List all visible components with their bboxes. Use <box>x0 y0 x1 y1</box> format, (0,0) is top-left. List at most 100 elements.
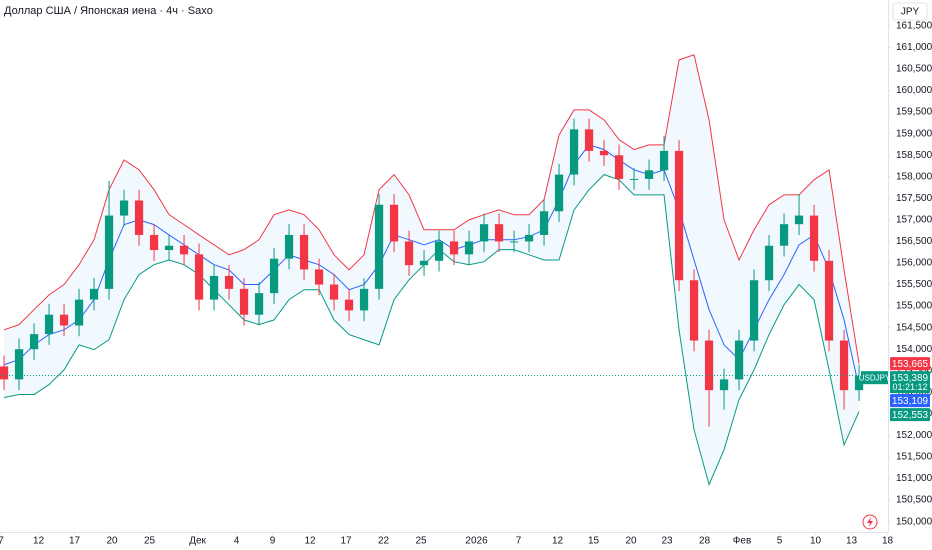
y-tick-label: 150,500 <box>896 495 932 506</box>
price-tag <box>890 371 930 394</box>
band-lower <box>3 174 860 487</box>
x-tick-label: 7 <box>516 536 522 547</box>
candle-body <box>419 260 429 266</box>
candle-body <box>314 269 324 285</box>
candle-body <box>599 150 609 156</box>
icon-bolt[interactable] <box>867 517 873 527</box>
candle-body <box>74 299 84 326</box>
y-tick-label: 151,500 <box>896 452 932 463</box>
candle-body <box>629 178 639 180</box>
lightning-icon[interactable] <box>862 514 878 530</box>
x-tick-label: 12 <box>33 536 45 547</box>
candle-body <box>434 241 444 261</box>
candle-body <box>104 215 114 289</box>
candle-body <box>374 204 384 289</box>
candle-body <box>224 275 234 289</box>
candle-body <box>824 260 834 341</box>
candle-body <box>659 150 669 171</box>
x-tick-label: 13 <box>846 536 858 547</box>
currency-label[interactable]: JPY <box>901 7 920 18</box>
candle-body <box>524 234 534 242</box>
candle-body <box>464 241 474 255</box>
x-tick-label: 12 <box>552 536 564 547</box>
candle-body <box>164 245 174 251</box>
plot-area <box>0 54 864 487</box>
price-tag-label: 152,553 <box>892 410 929 421</box>
x-tick-label: 5 <box>777 536 783 547</box>
candle-body <box>269 258 279 294</box>
candle-body <box>89 288 99 300</box>
candle-body <box>749 280 759 341</box>
x-tick-label: 10 <box>810 536 822 547</box>
y-tick-label: 159,500 <box>896 107 932 118</box>
y-tick-label: 158,000 <box>896 171 932 182</box>
countdown-label: 01:21:12 <box>892 382 927 392</box>
candle-body <box>854 375 864 391</box>
x-tick-label: Дек <box>189 536 206 547</box>
candle-body <box>644 170 654 179</box>
price-tag-label: 153,389 <box>892 373 929 384</box>
symbol-label: USDJPY <box>859 373 891 382</box>
x-tick-label: 20 <box>106 536 118 547</box>
price-tag-label: 153,109 <box>892 396 929 407</box>
y-tick-label: 159,000 <box>896 128 932 139</box>
candle-body <box>284 234 294 259</box>
x-tick-label: 23 <box>661 536 673 547</box>
candle-body <box>329 284 339 300</box>
y-tick-label: 156,500 <box>896 236 932 247</box>
y-tick-label: 154,000 <box>896 344 932 355</box>
candle-body <box>704 340 714 391</box>
y-tick-label: 154,500 <box>896 322 932 333</box>
x-tick-label: 20 <box>625 536 637 547</box>
price-tag-label: 153,665 <box>892 359 929 370</box>
candle-body <box>359 288 369 311</box>
x-tick-label: 17 <box>340 536 352 547</box>
candle-body <box>29 334 39 350</box>
candle-body <box>239 288 249 315</box>
candle-body <box>449 241 459 255</box>
y-tick-label: 158,500 <box>896 150 932 161</box>
y-tick-label: 153,500 <box>896 365 932 376</box>
y-tick-label: 161,500 <box>896 21 932 32</box>
x-tick-label: 28 <box>699 536 711 547</box>
x-tick-label: 22 <box>378 536 390 547</box>
price-tag <box>890 408 930 422</box>
x-tick-label: Фев <box>733 536 751 547</box>
y-tick-label: 157,000 <box>896 215 932 226</box>
candle-body <box>389 204 399 242</box>
candle-body <box>554 174 564 212</box>
x-tick-label: 4 <box>234 536 240 547</box>
x-tick-label: 17 <box>69 536 81 547</box>
candle-body <box>254 293 264 315</box>
candle-body <box>839 340 849 391</box>
candle-body <box>614 155 624 179</box>
candle-body <box>674 150 684 281</box>
y-tick-label: 155,000 <box>896 301 932 312</box>
y-tick-label: 151,000 <box>896 473 932 484</box>
price-tag <box>890 357 930 371</box>
x-tick-label: 15 <box>588 536 600 547</box>
candle-body <box>539 211 549 235</box>
y-tick-label: 160,000 <box>896 85 932 96</box>
candle-body <box>569 129 579 175</box>
candle-body <box>689 280 699 341</box>
y-tick-label: 156,000 <box>896 258 932 269</box>
currency-box[interactable] <box>892 2 928 21</box>
x-tick-label: 25 <box>144 536 156 547</box>
candle-body <box>479 224 489 242</box>
candle-body <box>134 200 144 235</box>
candle-body <box>734 340 744 380</box>
y-tick-label: 160,500 <box>896 64 932 75</box>
x-tick-label: 25 <box>415 536 427 547</box>
band-fill <box>4 54 860 485</box>
band-upper <box>3 54 860 364</box>
candle-body <box>179 245 189 255</box>
candle-body <box>119 200 129 216</box>
y-tick-label: 157,500 <box>896 193 932 204</box>
x-tick-label: 18 <box>882 536 894 547</box>
candle-body <box>494 224 504 242</box>
y-tick-label: 155,500 <box>896 279 932 290</box>
x-tick-label: 9 <box>270 536 276 547</box>
